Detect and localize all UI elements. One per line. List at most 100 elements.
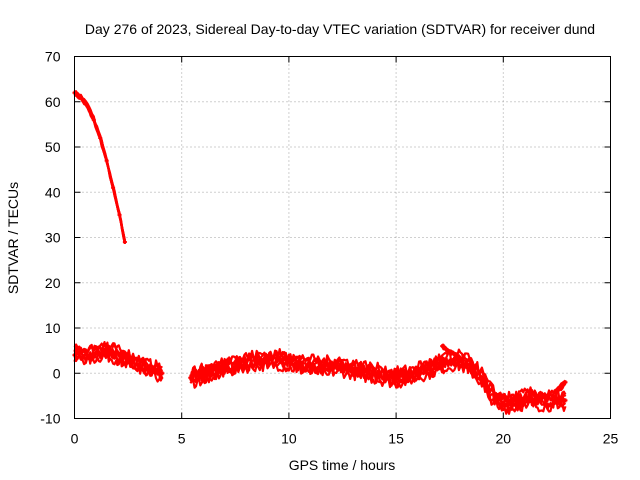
data-point [244, 359, 249, 364]
data-point [286, 359, 291, 364]
data-point [93, 350, 98, 355]
data-point [440, 344, 445, 349]
data-point [415, 369, 420, 374]
data-point [458, 358, 463, 363]
series-line [73, 90, 126, 242]
data-point [308, 363, 313, 368]
series-line [73, 92, 126, 244]
data-point [445, 348, 450, 353]
x-tick-label: 15 [388, 431, 404, 447]
data-point [563, 398, 568, 403]
data-point [222, 365, 227, 370]
data-point [552, 398, 557, 403]
x-tick-label: 20 [496, 431, 512, 447]
data-point [85, 104, 90, 109]
x-tick-label: 25 [603, 431, 619, 447]
data-point [319, 364, 324, 369]
data-point [153, 368, 158, 373]
grid-layer [74, 56, 611, 419]
plot-frame [74, 56, 611, 419]
y-tick-label: 10 [45, 320, 61, 336]
data-point [233, 362, 238, 367]
x-tick-label: 0 [71, 431, 79, 447]
data-point [188, 375, 193, 380]
data-layer [72, 90, 568, 415]
data-point [426, 366, 431, 371]
data-point [563, 380, 568, 385]
series-tail [552, 379, 568, 395]
data-point [78, 95, 83, 100]
data-point [383, 373, 388, 378]
x-tick-label: 10 [281, 431, 297, 447]
data-point [205, 371, 210, 376]
y-tick-label: 70 [45, 49, 61, 65]
data-point [297, 362, 302, 367]
data-point [145, 366, 150, 371]
data-point [469, 364, 474, 369]
data-point [91, 117, 96, 122]
data-point [117, 212, 122, 217]
series-line [73, 347, 164, 376]
data-point [479, 375, 484, 380]
series-line [73, 93, 126, 245]
series-line [73, 92, 126, 242]
series-spike [440, 343, 456, 356]
data-point [509, 400, 514, 405]
y-tick-label: 40 [45, 184, 61, 200]
data-point [160, 371, 165, 376]
data-point [265, 357, 270, 362]
x-axis-label: GPS time / hours [289, 457, 396, 473]
y-tick-label: 30 [45, 230, 61, 246]
data-point [436, 362, 441, 367]
data-point [372, 371, 377, 376]
data-point [128, 357, 133, 362]
data-point [98, 135, 103, 140]
data-point [104, 158, 109, 163]
data-point [544, 398, 549, 403]
y-axis-label: SDTVAR / TECUs [5, 182, 21, 294]
axis-layer: 0 5 10 15 20 25 -10 0 10 20 30 40 50 60 70 [40, 49, 618, 447]
data-point [136, 362, 141, 367]
chart-title: Day 276 of 2023, Sidereal Day-to-day VTE… [85, 21, 595, 37]
data-point [486, 387, 491, 392]
data-point [518, 398, 523, 403]
data-point [254, 358, 259, 363]
data-point [122, 240, 127, 245]
y-tick-label: -10 [40, 411, 60, 427]
data-point [501, 400, 506, 405]
data-point [214, 367, 219, 372]
y-tick-label: 60 [45, 94, 61, 110]
data-point [451, 351, 456, 356]
series-line [73, 342, 163, 371]
series-line [74, 90, 126, 241]
series-line [73, 90, 126, 243]
data-point [361, 368, 366, 373]
data-point [447, 358, 452, 363]
series-decay [72, 90, 127, 245]
y-tick-label: 50 [45, 139, 61, 155]
data-point [340, 364, 345, 369]
data-point [329, 364, 334, 369]
data-point [196, 373, 201, 378]
data-point [276, 357, 281, 362]
data-point [535, 398, 540, 403]
data-point [111, 350, 116, 355]
x-tick-label: 5 [178, 431, 186, 447]
data-point [119, 355, 124, 360]
data-point [527, 396, 532, 401]
data-point [404, 373, 409, 378]
data-point [85, 353, 90, 358]
series-midday [188, 348, 568, 415]
data-point [351, 366, 356, 371]
data-point [492, 396, 497, 401]
series-early [72, 341, 165, 383]
y-tick-label: 20 [45, 275, 61, 291]
data-point [102, 348, 107, 353]
data-point [559, 384, 564, 389]
data-point [394, 375, 399, 380]
data-point [78, 350, 83, 355]
data-point [111, 185, 116, 190]
series-line [189, 348, 567, 402]
y-tick-label: 0 [53, 365, 61, 381]
